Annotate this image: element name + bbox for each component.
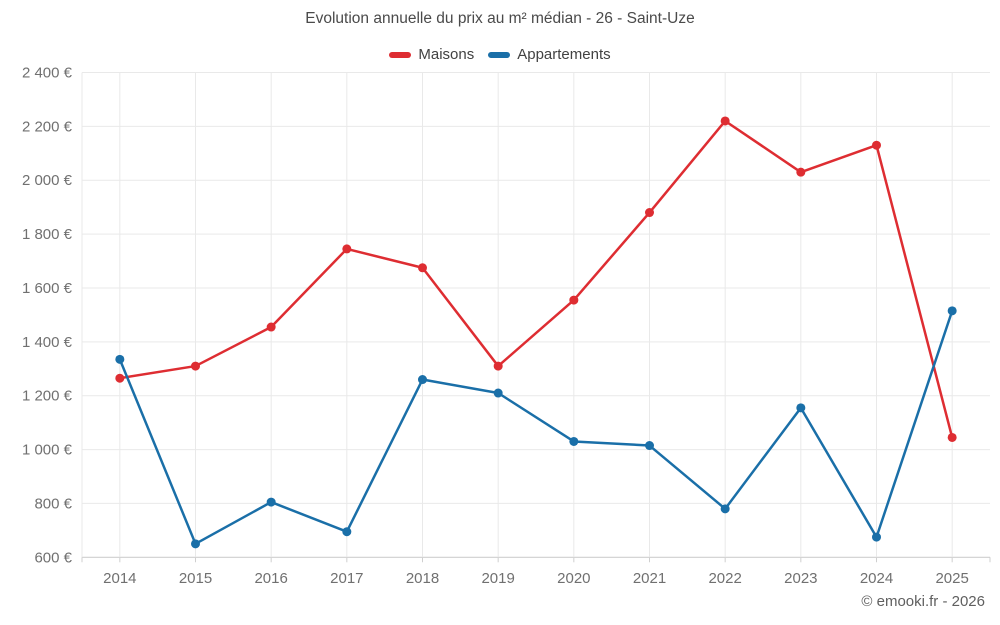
- legend-swatch-maisons-icon: [389, 51, 412, 58]
- y-axis-tick-label: 2 400 €: [22, 65, 73, 82]
- x-axis-tick-label: 2015: [179, 570, 212, 587]
- legend-label-appartements: Appartements: [517, 46, 611, 63]
- y-axis-tick-label: 1 800 €: [22, 226, 73, 243]
- legend-label-maisons: Maisons: [418, 46, 475, 63]
- data-point-maisons-2021[interactable]: [645, 208, 654, 218]
- legend-item-maisons[interactable]: Maisons: [389, 46, 474, 63]
- data-point-appartements-2014[interactable]: [115, 354, 125, 364]
- data-point-maisons-2024[interactable]: [872, 140, 881, 150]
- y-axis-tick-label: 1 600 €: [22, 280, 73, 297]
- data-point-maisons-2023[interactable]: [796, 167, 806, 177]
- y-axis-tick-label: 1 200 €: [22, 388, 73, 405]
- data-point-appartements-2020[interactable]: [569, 436, 579, 446]
- data-point-maisons-2019[interactable]: [493, 361, 503, 371]
- x-axis-tick-label: 2021: [633, 570, 666, 587]
- series-line-maisons: [118, 119, 954, 439]
- data-point-appartements-2021[interactable]: [645, 441, 654, 451]
- x-axis-tick-label: 2020: [557, 570, 590, 587]
- x-axis-tick-label: 2025: [935, 570, 968, 587]
- data-point-maisons-2020[interactable]: [569, 295, 579, 305]
- data-point-appartements-2024[interactable]: [872, 532, 881, 542]
- data-point-maisons-2014[interactable]: [115, 373, 125, 383]
- data-point-appartements-2018[interactable]: [418, 375, 427, 385]
- x-axis-tick-label: 2016: [254, 570, 287, 587]
- data-point-appartements-2023[interactable]: [796, 403, 806, 413]
- data-point-appartements-2022[interactable]: [720, 504, 730, 514]
- y-axis-tick-label: 800 €: [34, 495, 72, 512]
- y-axis-tick-label: 1 000 €: [22, 442, 73, 459]
- data-point-maisons-2016[interactable]: [266, 322, 276, 332]
- data-point-maisons-2015[interactable]: [191, 361, 200, 371]
- x-axis-tick-label: 2024: [860, 570, 893, 587]
- x-axis-tick-label: 2019: [481, 570, 514, 587]
- x-axis-tick-label: 2023: [784, 570, 817, 587]
- data-point-maisons-2017[interactable]: [342, 244, 352, 254]
- data-point-maisons-2025[interactable]: [947, 432, 957, 442]
- data-point-appartements-2015[interactable]: [191, 539, 200, 549]
- data-point-maisons-2018[interactable]: [418, 263, 427, 273]
- data-point-appartements-2017[interactable]: [342, 527, 352, 537]
- series-line-appartements: [118, 309, 954, 546]
- data-point-appartements-2025[interactable]: [947, 306, 957, 316]
- y-axis-tick-label: 2 000 €: [22, 172, 73, 189]
- x-axis-tick-label: 2022: [708, 570, 741, 587]
- data-point-appartements-2016[interactable]: [266, 497, 276, 507]
- y-axis-tick-label: 1 400 €: [22, 334, 73, 351]
- chart-title: Evolution annuelle du prix au m² médian …: [305, 10, 695, 27]
- data-point-maisons-2022[interactable]: [720, 116, 730, 126]
- watermark-credit: © emooki.fr - 2026: [861, 593, 985, 610]
- data-point-appartements-2019[interactable]: [493, 388, 503, 398]
- legend-item-appartements[interactable]: Appartements: [488, 46, 611, 63]
- chart-legend: Maisons Appartements: [0, 46, 1000, 63]
- y-axis-tick-label: 600 €: [34, 549, 72, 566]
- y-axis-tick-label: 2 200 €: [22, 118, 73, 135]
- x-axis-tick-label: 2014: [103, 570, 136, 587]
- x-axis-tick-label: 2018: [406, 570, 439, 587]
- x-axis-tick-label: 2017: [330, 570, 363, 587]
- legend-swatch-appartements-icon: [488, 51, 511, 58]
